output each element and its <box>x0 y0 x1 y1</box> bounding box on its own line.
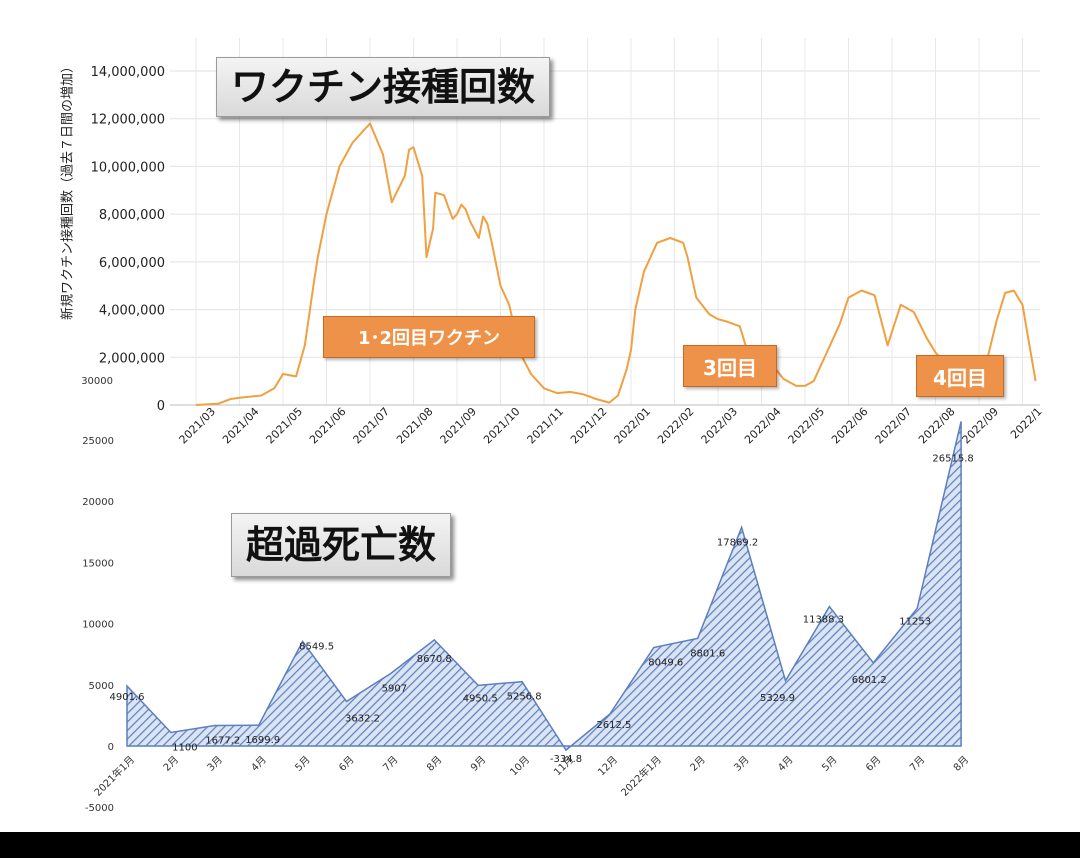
excess-deaths-y-tick-label: 10000 <box>82 620 114 631</box>
vaccination-y-tick-label: 12,000,000 <box>91 113 165 128</box>
excess-deaths-value-label: 8670.8 <box>417 654 452 665</box>
excess-deaths-value-label: -334.8 <box>550 754 582 765</box>
vaccination-y-axis-label: 新規ワクチン接種回数（過去７日間の増加） <box>60 59 76 321</box>
vaccination-extra-label: 30000 <box>81 376 113 387</box>
vaccination-y-tick-label: 14,000,000 <box>91 65 165 80</box>
vaccination-x-tick-label: 2022/08 <box>916 405 958 447</box>
vaccination-x-tick-label: 2022/04 <box>742 405 784 447</box>
excess-deaths-y-tick-label: 0 <box>108 742 114 753</box>
excess-deaths-value-label: 17869.2 <box>717 537 758 548</box>
excess-deaths-x-tick-label: 2月 <box>688 754 708 774</box>
excess-deaths-value-label: 4901.6 <box>110 692 145 703</box>
vaccination-x-tick-label: 2022/01 <box>612 405 654 447</box>
excess-deaths-x-tick-label: 4月 <box>249 754 269 774</box>
excess-deaths-value-label: 11253 <box>899 616 931 627</box>
vaccination-x-tick-label: 2021/05 <box>264 405 306 447</box>
excess-deaths-x-tick-label: 9月 <box>468 754 488 774</box>
dose-1-2-annotation: 1･2回目ワクチン <box>323 316 535 358</box>
vaccination-x-tick-labels: 2021/03 2021/04 2021/05 2021/06 2021/07 2021/… <box>177 405 1045 447</box>
vaccination-y-tick-label: 4,000,000 <box>99 304 165 319</box>
vaccination-x-tick-label: 2021/10 <box>481 405 523 447</box>
excess-deaths-x-tick-label: 7月 <box>907 754 927 774</box>
vaccination-x-tick-label: 2022/06 <box>829 405 871 447</box>
vaccination-y-tick-label: 10,000,000 <box>91 160 165 175</box>
excess-deaths-x-tick-label: 8月 <box>424 754 444 774</box>
excess-deaths-x-tick-label: 4月 <box>776 754 796 774</box>
excess-deaths-area <box>126 421 962 752</box>
dose-4-annotation: 4回目 <box>916 355 1004 397</box>
excess-deaths-value-label: 8801.6 <box>690 648 725 659</box>
vaccination-x-tick-label: 2021/07 <box>351 405 393 447</box>
excess-deaths-value-label: 11388.3 <box>803 615 844 626</box>
excess-deaths-value-labels: 4901.6 1100 1677.2 1699.9 8549.5 3632.2 5907 86… <box>110 453 974 765</box>
excess-deaths-area-chart: 25000 20000 15000 10000 5000 0 -5000 2021年1月 2月… <box>82 421 974 814</box>
excess-deaths-value-label: 1699.9 <box>245 735 280 746</box>
excess-deaths-x-tick-label: 8月 <box>951 754 971 774</box>
excess-deaths-value-label: 5907 <box>382 684 407 695</box>
excess-deaths-value-label: 5256.8 <box>507 692 542 703</box>
excess-deaths-chart-title: 超過死亡数 <box>231 513 452 577</box>
excess-deaths-value-label: 2612.5 <box>596 720 631 731</box>
excess-deaths-x-tick-label: 6月 <box>863 754 883 774</box>
vaccination-x-tick-label: 2022/05 <box>786 405 828 447</box>
excess-deaths-value-label: 1100 <box>172 743 197 754</box>
excess-deaths-y-tick-labels: 25000 20000 15000 10000 5000 0 -5000 <box>82 436 114 814</box>
excess-deaths-y-tick-label: 15000 <box>82 558 114 569</box>
vaccination-x-tick-label: 2022/03 <box>699 405 741 447</box>
vaccination-series-line <box>195 122 1037 406</box>
excess-deaths-value-label: 1677.2 <box>205 735 240 746</box>
excess-deaths-value-label: 5329.9 <box>760 693 795 704</box>
excess-deaths-x-tick-label: 2月 <box>161 754 181 774</box>
excess-deaths-x-tick-label: 7月 <box>380 754 400 774</box>
excess-deaths-value-label: 6801.2 <box>852 675 887 686</box>
excess-deaths-x-tick-label: 2021年1月 <box>91 753 137 799</box>
excess-deaths-value-label: 4950.5 <box>463 693 498 704</box>
vaccination-y-tick-labels: 14,000,000 12,000,000 10,000,000 8,000,000 6… <box>81 65 165 414</box>
vaccination-x-tick-label: 2022/07 <box>873 405 915 447</box>
vaccination-x-tick-label: 2022/1 <box>1008 405 1045 442</box>
vaccination-y-tick-label: 8,000,000 <box>99 208 165 223</box>
vaccination-x-tick-label: 2021/09 <box>438 405 480 447</box>
vaccination-y-tick-label: 6,000,000 <box>99 256 165 271</box>
excess-deaths-x-tick-labels: 2021年1月 2月 3月 4月 5月 6月 7月 8月 9月 10月 11月 12月 2022年1月 2… <box>91 753 971 799</box>
vaccination-x-tick-label: 2021/11 <box>525 405 567 447</box>
vaccination-x-tick-label: 2021/03 <box>177 405 219 447</box>
excess-deaths-x-tick-label: 5月 <box>819 754 839 774</box>
bottom-bar <box>0 832 1080 858</box>
vaccination-y-tick-label: 0 <box>157 399 165 414</box>
vaccination-x-tick-label: 2021/12 <box>568 405 610 447</box>
vaccination-y-tick-label: 2,000,000 <box>99 351 165 366</box>
excess-deaths-x-tick-label: 10月 <box>508 754 533 779</box>
vaccination-x-tick-label: 2021/08 <box>394 405 436 447</box>
excess-deaths-y-tick-label: 20000 <box>82 497 114 508</box>
excess-deaths-value-label: 8049.6 <box>648 657 683 668</box>
excess-deaths-y-tick-label: -5000 <box>85 803 114 814</box>
vaccination-x-tick-label: 2021/04 <box>220 405 262 447</box>
excess-deaths-value-label: 26515.8 <box>932 453 973 464</box>
vaccination-x-tick-label: 2022/09 <box>960 405 1002 447</box>
excess-deaths-x-tick-label: 3月 <box>732 754 752 774</box>
excess-deaths-x-tick-label: 12月 <box>595 754 620 779</box>
excess-deaths-x-tick-label: 3月 <box>205 754 225 774</box>
excess-deaths-x-tick-label: 5月 <box>293 754 313 774</box>
excess-deaths-value-label: 8549.5 <box>299 641 334 652</box>
excess-deaths-value-label: 3632.2 <box>345 714 380 725</box>
vaccination-chart-title: ワクチン接種回数 <box>216 57 551 117</box>
excess-deaths-y-tick-label: 5000 <box>89 681 114 692</box>
excess-deaths-x-tick-label: 6月 <box>337 754 357 774</box>
vaccination-x-tick-label: 2021/06 <box>307 405 349 447</box>
excess-deaths-y-tick-label: 25000 <box>82 436 114 447</box>
vaccination-x-tick-label: 2022/02 <box>655 405 697 447</box>
excess-deaths-x-tick-label: 2022年1月 <box>618 753 664 799</box>
dose-3-annotation: 3回目 <box>683 345 777 387</box>
